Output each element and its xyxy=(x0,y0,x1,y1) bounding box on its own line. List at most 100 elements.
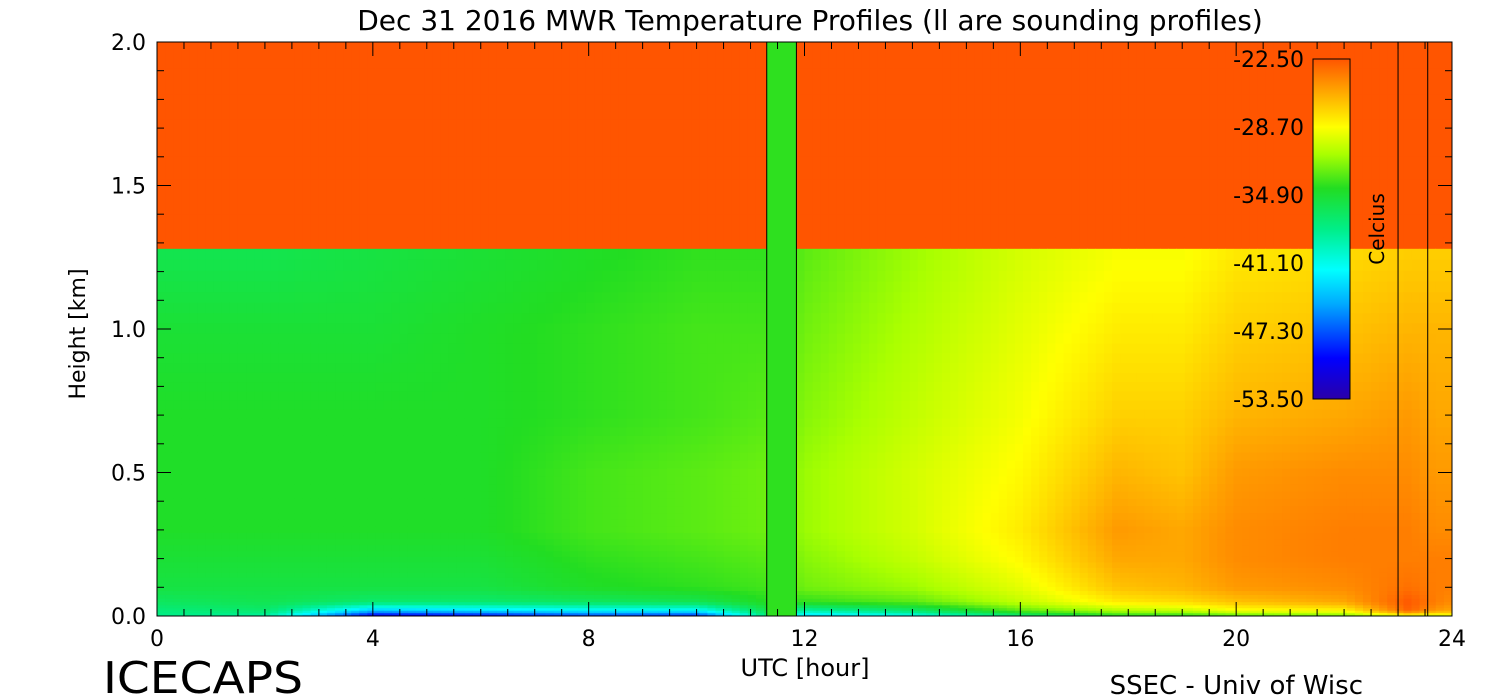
heatmap-cell xyxy=(262,550,271,557)
heatmap-cell xyxy=(545,435,555,445)
heatmap-cell xyxy=(675,417,684,428)
heatmap-cell xyxy=(666,475,676,485)
heatmap-cell xyxy=(618,332,628,344)
heatmap-cell xyxy=(375,561,385,568)
heatmap-cell xyxy=(278,167,288,180)
heatmap-cell xyxy=(513,409,522,419)
heatmap-cell xyxy=(399,512,409,520)
heatmap-cell xyxy=(448,550,458,557)
heatmap-cell xyxy=(294,577,304,583)
heatmap-cell xyxy=(407,80,417,95)
heatmap-cell xyxy=(286,451,296,461)
heatmap-cell xyxy=(310,248,320,260)
heatmap-cell xyxy=(189,167,199,180)
heatmap-cell xyxy=(383,598,393,603)
heatmap-cell xyxy=(278,214,288,227)
heatmap-cell xyxy=(351,302,360,314)
heatmap-cell xyxy=(270,544,280,552)
heatmap-cell xyxy=(626,612,636,615)
heatmap-cell xyxy=(181,155,190,169)
heatmap-cell xyxy=(367,498,377,507)
heatmap-cell xyxy=(577,577,587,583)
heatmap-cell xyxy=(157,93,166,107)
heatmap-cell xyxy=(229,468,239,477)
heatmap-cell xyxy=(237,93,247,107)
heatmap-cell xyxy=(707,460,717,469)
heatmap-cell xyxy=(585,561,595,568)
heatmap-cell xyxy=(577,400,587,410)
heatmap-cell xyxy=(529,352,539,364)
heatmap-cell xyxy=(691,312,700,324)
heatmap-cell xyxy=(723,80,733,95)
heatmap-cell xyxy=(610,93,619,107)
heatmap-cell xyxy=(585,167,595,180)
heatmap-cell xyxy=(488,607,498,611)
heatmap-cell xyxy=(464,106,474,120)
heatmap-cell xyxy=(480,270,490,282)
heatmap-cell xyxy=(351,598,360,603)
heatmap-cell xyxy=(367,601,377,606)
heatmap-cell xyxy=(237,362,247,373)
heatmap-cell xyxy=(237,505,247,514)
heatmap-cell xyxy=(189,322,199,334)
heatmap-cell xyxy=(707,538,717,546)
heatmap-cell xyxy=(302,270,312,282)
heatmap-cell xyxy=(472,532,482,540)
heatmap-cell xyxy=(310,604,320,609)
heatmap-cell xyxy=(610,532,619,540)
heatmap-cell xyxy=(367,291,377,303)
heatmap-cell xyxy=(383,550,393,557)
heatmap-cell xyxy=(731,598,741,603)
heatmap-cell xyxy=(683,519,692,527)
heatmap-cell xyxy=(513,381,522,392)
heatmap-cell xyxy=(254,607,263,611)
heatmap-cell xyxy=(488,237,498,249)
heatmap-cell xyxy=(310,505,320,514)
heatmap-cell xyxy=(254,586,263,592)
heatmap-cell xyxy=(666,483,676,492)
heatmap-cell xyxy=(707,322,717,334)
heatmap-cell xyxy=(585,400,595,410)
heatmap-cell xyxy=(173,167,182,180)
heatmap-cell xyxy=(229,498,239,507)
heatmap-cell xyxy=(375,417,385,428)
heatmap-cell xyxy=(626,550,636,557)
heatmap-cell xyxy=(553,179,563,192)
heatmap-cell xyxy=(367,532,377,540)
heatmap-cell xyxy=(683,561,692,568)
heatmap-cell xyxy=(213,237,223,249)
heatmap-cell xyxy=(666,512,676,520)
heatmap-cell xyxy=(391,577,401,583)
heatmap-cell xyxy=(189,475,199,485)
heatmap-cell xyxy=(723,225,733,238)
heatmap-cell xyxy=(270,612,280,615)
heatmap-cell xyxy=(561,525,571,533)
heatmap-cell xyxy=(513,332,522,344)
heatmap-cell xyxy=(537,490,547,499)
heatmap-cell xyxy=(424,532,433,540)
heatmap-cell xyxy=(278,544,288,552)
heatmap-cell xyxy=(302,443,312,453)
heatmap-cell xyxy=(326,598,336,603)
heatmap-cell xyxy=(618,435,628,445)
heatmap-cell xyxy=(569,519,579,527)
heatmap-cell xyxy=(553,143,563,157)
heatmap-cell xyxy=(456,586,466,592)
heatmap-cell xyxy=(715,80,725,95)
heatmap-cell xyxy=(464,460,474,469)
heatmap-cell xyxy=(505,400,514,410)
heatmap-cell xyxy=(254,332,263,344)
heatmap-cell xyxy=(343,302,352,314)
heatmap-cell xyxy=(367,155,377,169)
heatmap-cell xyxy=(407,498,417,507)
heatmap-cell xyxy=(699,460,708,469)
heatmap-cell xyxy=(699,167,708,180)
heatmap-cell xyxy=(254,362,263,373)
heatmap-cell xyxy=(472,280,482,293)
heatmap-cell xyxy=(683,612,692,615)
heatmap-cell xyxy=(359,483,369,492)
heatmap-cell xyxy=(205,362,215,373)
heatmap-cell xyxy=(715,214,725,227)
heatmap-cell xyxy=(237,179,247,192)
heatmap-cell xyxy=(626,381,636,392)
